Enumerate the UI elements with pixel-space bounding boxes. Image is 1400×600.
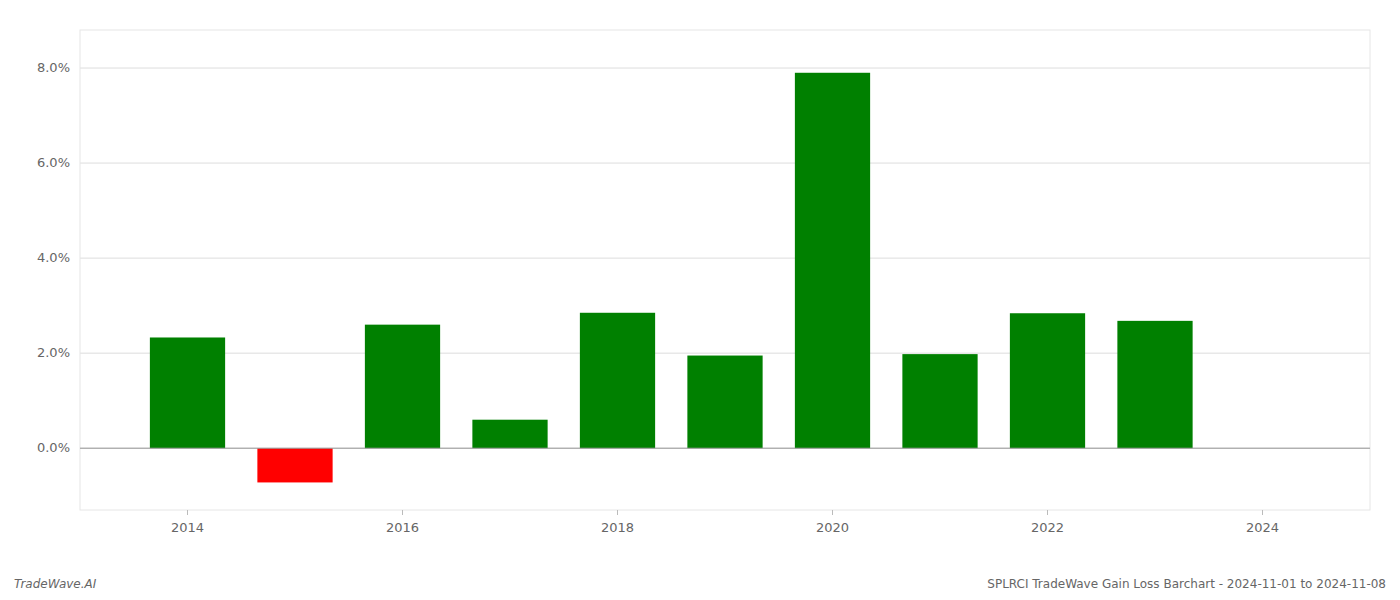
x-tick [1262,510,1263,515]
y-tick-label: 8.0% [37,60,70,75]
x-tick-label: 2014 [171,520,204,535]
page-body: 0.0% 2.0% 4.0% 6.0% 8.0% 2014 2016 2018 2020 2022… [0,0,1400,600]
footer-left: TradeWave.AI [14,577,97,591]
footer-right: SPLRCI TradeWave Gain Loss Barchart - 20… [987,577,1386,591]
bar [795,73,870,448]
plot-frame [80,30,1370,510]
x-tick [1047,510,1048,515]
bars [150,73,1193,483]
bar [687,356,762,449]
bar [580,313,655,448]
x-tick-label: 2018 [601,520,634,535]
bar [1010,313,1085,448]
y-tick-labels: 0.0% 2.0% 4.0% 6.0% 8.0% [37,60,70,455]
page: Bar chart html, body { margin: 0; paddin… [0,0,1400,600]
x-tick-labels: 2014 2016 2018 2020 2022 2024 [171,510,1279,535]
grid [80,68,1370,448]
bar [1117,321,1192,448]
grid-line [80,258,1370,259]
bar [472,420,547,449]
y-tick-label: 4.0% [37,250,70,265]
y-tick-label: 2.0% [37,345,70,360]
y-tick-label: 0.0% [37,440,70,455]
x-tick-label: 2016 [386,520,419,535]
x-tick [187,510,188,515]
x-tick [402,510,403,515]
x-tick-label: 2020 [816,520,849,535]
bar [150,337,225,448]
bar [257,448,332,482]
x-tick-label: 2022 [1031,520,1064,535]
chart-container: 0.0% 2.0% 4.0% 6.0% 8.0% 2014 2016 2018 2020 2022… [0,0,1400,600]
y-tick-label: 6.0% [37,155,70,170]
grid-line [80,448,1370,449]
chart-svg: 0.0% 2.0% 4.0% 6.0% 8.0% 2014 2016 2018 2020 2022… [0,0,1400,600]
grid-line [80,163,1370,164]
x-tick-label: 2024 [1246,520,1279,535]
x-tick [832,510,833,515]
x-tick [617,510,618,515]
bar [365,325,440,449]
grid-line [80,68,1370,69]
zero-baseline [80,448,1370,449]
bar [902,354,977,448]
